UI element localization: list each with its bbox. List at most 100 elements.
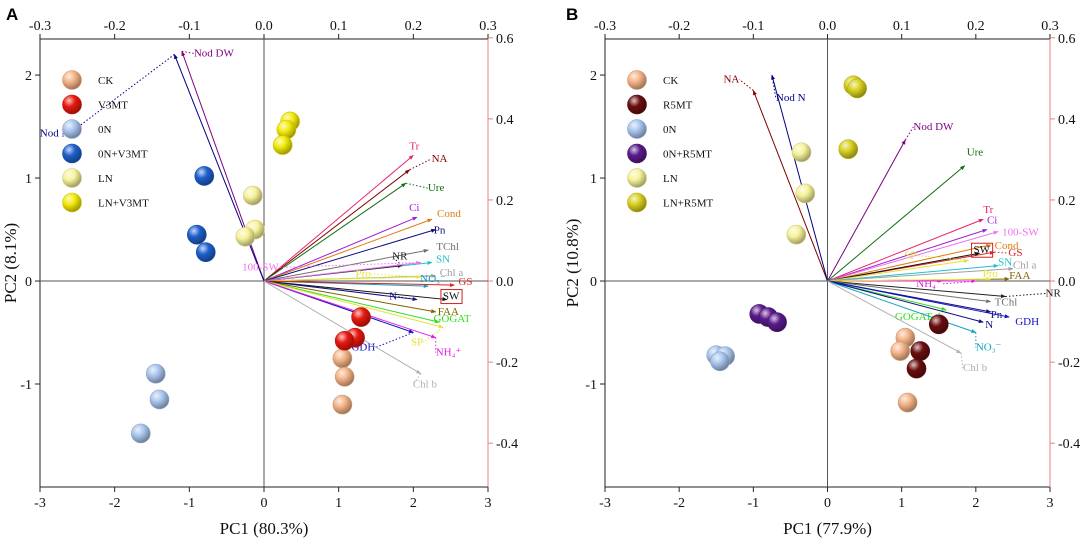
score-point-ck — [332, 394, 353, 415]
score-point-0n — [710, 351, 730, 372]
legend: CK R5MT 0N 0N+R5MT LN LN+R5MT — [627, 70, 713, 213]
x-tick-label: 1 — [335, 496, 342, 511]
loading-label-sp: SP — [411, 336, 423, 348]
loading-label-no3: NO₃⁻ — [976, 342, 1002, 354]
label-leader-chl-b — [412, 373, 422, 386]
label-leader-nod-dw — [181, 50, 194, 54]
legend-label-0n: 0N — [98, 124, 112, 136]
score-point-v3mt — [351, 307, 371, 327]
legend-swatch-ck — [62, 70, 82, 90]
loading-label-sn: SN — [998, 257, 1012, 269]
x-tick-label: 0 — [824, 496, 831, 511]
right-tick-label: 0.6 — [496, 32, 514, 47]
legend-label-ln: LN — [663, 173, 678, 185]
y-axis-title: PC2 (8.1%) — [1, 223, 20, 303]
loading-label-tr: Tr — [409, 140, 419, 152]
loading-label-n: N — [985, 319, 993, 331]
loading-label-nr: NR — [392, 251, 408, 263]
loading-label-sw: SW — [974, 244, 991, 256]
label-leader-nod-dw — [904, 126, 914, 141]
x-tick-label: -3 — [34, 496, 46, 511]
label-leader-pro — [370, 273, 421, 278]
top-tick-label: 0.2 — [405, 19, 423, 34]
score-point-0n — [149, 389, 170, 410]
legend-swatch-r5mt — [627, 94, 647, 115]
loading-arrow-nod-n — [771, 74, 828, 282]
y-tick-label: 1 — [590, 172, 597, 187]
y-tick-label: 0 — [590, 275, 597, 290]
legend-swatch-0n — [62, 119, 82, 139]
label-leader-gogat — [931, 309, 947, 318]
top-tick-label: 0.1 — [330, 19, 348, 34]
score-point-0n — [145, 363, 166, 384]
loading-label-ure: Ure — [967, 147, 984, 159]
loading-label-sw: SW — [443, 291, 460, 303]
label-leader-sp — [422, 326, 444, 343]
legend-swatch-ln-v3mt — [62, 192, 82, 213]
loading-label-faa: FAA — [438, 306, 459, 318]
loading-label-ci: Ci — [409, 202, 419, 214]
top-tick-label: -0.2 — [668, 19, 690, 34]
right-tick-label: 0.2 — [1058, 194, 1076, 209]
loading-arrow-chl-b — [263, 280, 422, 375]
y-axis-title: PC2 (10.8%) — [563, 219, 582, 308]
label-leader-nr — [391, 256, 403, 266]
label-leader-gs — [994, 251, 1009, 254]
loading-arrow-ure — [263, 182, 407, 282]
loading-arrow-nod-dw — [827, 139, 906, 282]
right-tick-label: 0.4 — [496, 113, 514, 128]
label-leader-nod-n — [771, 74, 777, 99]
right-tick-label: 0.6 — [1058, 32, 1076, 47]
y-tick-label: -1 — [20, 378, 32, 393]
y-tick-label: 1 — [25, 172, 32, 187]
loading-arrow-ci — [263, 216, 418, 282]
loading-arrow-tr — [263, 154, 414, 282]
score-point-ln — [235, 226, 256, 247]
score-point-r5mt — [906, 358, 927, 379]
loading-label-chl-a: Chl a — [440, 267, 464, 279]
legend-label-ln-r5mt: LN+R5MT — [663, 198, 713, 210]
loading-arrow-faa — [263, 280, 437, 314]
loading-label-ci: Ci — [987, 215, 997, 227]
legend-swatch-ln — [627, 168, 647, 188]
legend-swatch-ln-r5mt — [627, 192, 647, 213]
loading-arrow-tr — [827, 218, 984, 282]
x-tick-label: -2 — [109, 496, 121, 511]
x-axis-title: PC1 (80.3%) — [220, 519, 309, 538]
x-tick-label: 3 — [485, 496, 492, 511]
label-leader-nh4 — [941, 280, 976, 285]
score-point-ck — [332, 348, 353, 369]
loading-arrow-ci — [827, 229, 988, 282]
loading-label-gs: GS — [458, 276, 472, 288]
right-tick-label: 0.0 — [496, 275, 514, 290]
loading-label-chl-b: Chl b — [413, 379, 438, 391]
loading-label-tchl: TChl — [995, 297, 1018, 309]
y-tick-label: 0 — [25, 275, 32, 290]
loading-arrow-nh4 — [263, 280, 437, 339]
loading-label-cond: Cond — [995, 240, 1019, 252]
top-tick-label: 0.0 — [255, 19, 273, 34]
score-points — [131, 111, 371, 444]
legend-label-ln-v3mt: LN+V3MT — [98, 198, 149, 210]
loading-label-100-sw: 100-SW — [1002, 227, 1039, 239]
label-leader-gdh — [375, 332, 414, 348]
top-tick-label: 0.3 — [1041, 19, 1059, 34]
loading-arrow-gs — [263, 280, 455, 288]
loading-arrow-100-sw — [827, 230, 999, 282]
loading-arrow-chl-a — [827, 266, 1014, 282]
x-tick-label: 1 — [898, 496, 905, 511]
loading-arrow-pn — [263, 228, 437, 282]
right-tick-label: -0.4 — [496, 437, 518, 452]
label-leader-100-sw — [278, 261, 421, 268]
legend-label-0n-v3mt: 0N+V3MT — [98, 149, 148, 161]
score-point-ln — [795, 183, 816, 204]
loading-arrow-sn — [827, 263, 999, 282]
score-point-ln-v3mt — [272, 135, 293, 155]
legend-label-0n-r5mt: 0N+R5MT — [663, 149, 712, 161]
loading-label-pro: Pro — [356, 268, 372, 280]
loading-label-chl-a: Chl a — [1013, 260, 1037, 272]
loading-arrow-no3 — [827, 280, 977, 333]
score-point-0n-v3mt — [194, 166, 215, 186]
score-point-0n-v3mt — [187, 224, 207, 245]
